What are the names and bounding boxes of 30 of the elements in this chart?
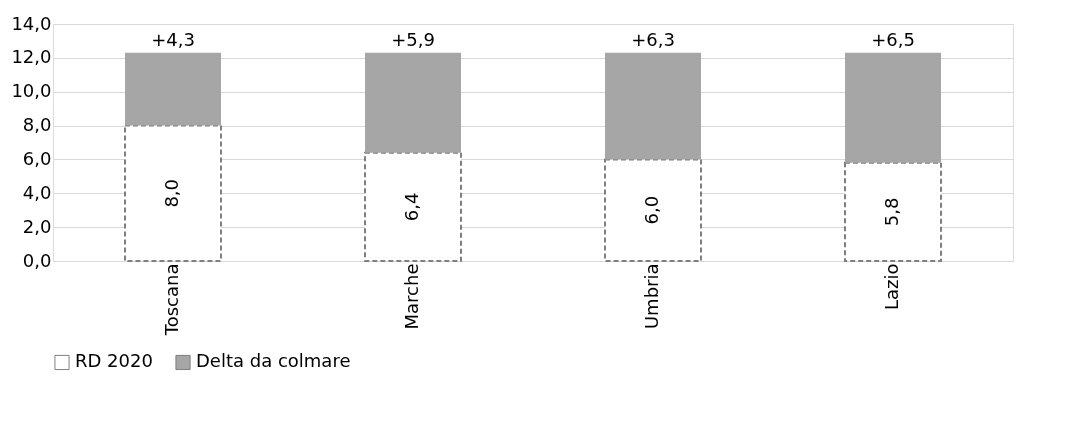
bar (365, 52, 461, 153)
x-tick-label: Lazio (881, 263, 902, 311)
y-tick-label: 2,0 (22, 215, 52, 237)
x-tick-label: Umbria (641, 263, 662, 330)
bar (124, 124, 222, 262)
y-tick-label: 4,0 (22, 181, 52, 203)
bar (845, 52, 941, 163)
data-label: +6,5 (871, 28, 915, 50)
y-tick-label: 6,0 (22, 147, 52, 169)
bar (844, 161, 942, 262)
y-tick-label: 14,0 (11, 12, 52, 34)
data-label: 8,0 (161, 178, 182, 208)
data-label: +6,3 (631, 28, 675, 50)
data-label: +5,9 (391, 28, 435, 50)
x-tick-label: Toscana (161, 263, 182, 337)
y-tick-label: 0,0 (22, 249, 52, 271)
legend-label: Delta da colmare (196, 350, 351, 372)
y-tick-label: 8,0 (22, 114, 52, 136)
bar (125, 52, 221, 126)
data-label: 6,0 (641, 195, 662, 225)
x-tick-label: Marche (401, 263, 422, 330)
data-label: 6,4 (401, 192, 422, 222)
bar (605, 52, 701, 160)
data-label: 5,8 (881, 197, 902, 227)
data-label: +4,3 (151, 28, 195, 50)
y-tick-label: 10,0 (11, 80, 52, 102)
bar (604, 158, 702, 262)
legend-label: RD 2020 (75, 350, 153, 372)
y-tick-label: 12,0 (11, 46, 52, 68)
bar (364, 151, 462, 262)
